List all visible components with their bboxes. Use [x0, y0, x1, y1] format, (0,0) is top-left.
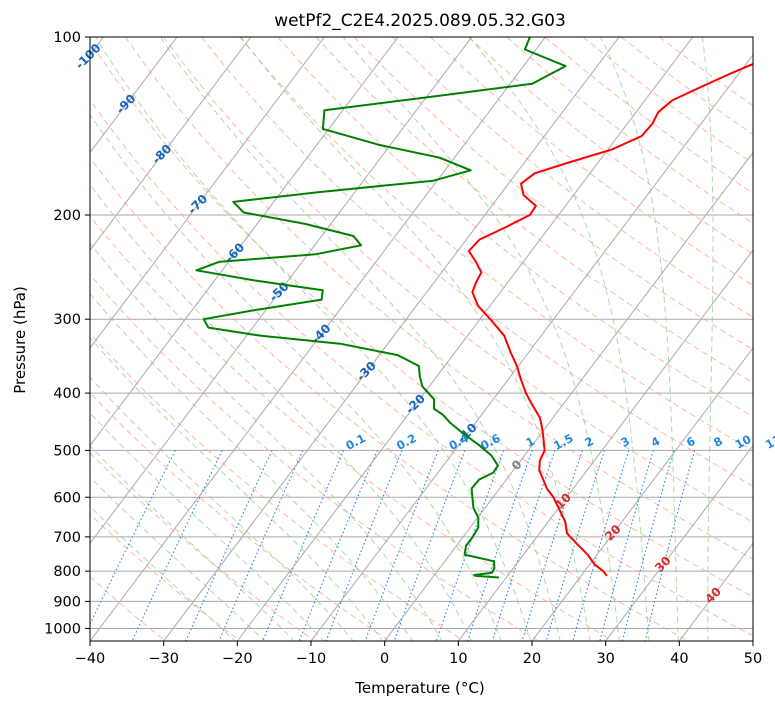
moist-adiabat	[599, 37, 679, 641]
dry-adiabat	[90, 157, 687, 641]
isotherm-line	[531, 347, 753, 641]
mixing-ratio-line	[545, 450, 605, 641]
mixing-ratio-line	[131, 450, 223, 641]
y-tick-label: 700	[53, 530, 81, 546]
background-lines	[90, 37, 753, 641]
x-tick-label: −10	[296, 651, 327, 667]
moist-adiabat	[240, 37, 591, 641]
moist-adiabat	[90, 476, 266, 641]
isotherm-line	[310, 53, 753, 641]
dry-adiabat	[315, 37, 753, 384]
x-axis: −40 −30 −20 −10 0 10 20 30 40 50	[75, 641, 762, 667]
mixing-ratio-line	[325, 450, 403, 641]
y-axis: 100 200 300 400 500 600 700 800 900 1000	[44, 30, 90, 637]
dry-adiabat	[90, 273, 538, 641]
moist-adiabat	[701, 37, 714, 641]
moist-adiabat	[90, 113, 502, 641]
y-tick-label: 400	[53, 386, 81, 402]
moist-adiabat	[95, 37, 532, 641]
x-tick-label: 20	[523, 651, 541, 667]
dry-adiabat	[90, 332, 463, 641]
x-tick-label: 40	[670, 651, 688, 667]
isotherm-line	[90, 37, 473, 545]
moist-adiabat	[90, 292, 414, 641]
y-tick-label: 300	[53, 312, 81, 328]
isotherm-line	[457, 249, 753, 641]
moist-adiabat	[159, 37, 561, 641]
chart-title: wetPf2_C2E4.2025.089.05.32.G03	[274, 11, 566, 31]
x-tick-label: −40	[75, 651, 106, 667]
x-axis-label: Temperature (°C)	[354, 679, 484, 697]
y-tick-label: 200	[53, 208, 81, 224]
isotherm-line	[163, 37, 620, 641]
dry-adiabat	[90, 513, 239, 641]
y-tick-label: 1000	[44, 621, 81, 637]
dry-adiabat	[90, 452, 314, 641]
isotherm-line	[605, 444, 753, 641]
moist-adiabat	[90, 376, 354, 641]
dry-adiabat	[90, 98, 753, 637]
mixing-ratio-line	[572, 450, 630, 641]
moist-adiabat	[90, 445, 295, 641]
isotherm-line	[384, 151, 753, 641]
dewpoint-profile	[195, 37, 567, 579]
dry-adiabat	[201, 37, 753, 487]
y-tick-label: 100	[53, 30, 81, 46]
dry-adiabat	[90, 392, 388, 641]
moist-adiabat	[90, 505, 236, 641]
x-tick-label: −20	[222, 651, 253, 667]
moist-adiabat	[90, 412, 325, 641]
isotherm-line	[90, 37, 546, 641]
dry-adiabat	[163, 37, 753, 523]
x-tick-label: 30	[596, 651, 614, 667]
mixing-ratio-label: 10	[733, 432, 754, 452]
mixing-ratio-line	[298, 450, 378, 641]
isotherm-line	[90, 37, 325, 349]
mixing-ratio-label: 13	[763, 432, 775, 452]
temperature-profile	[467, 62, 753, 577]
x-tick-label: 50	[744, 651, 762, 667]
x-tick-label: 10	[449, 651, 467, 667]
dry-adiabat	[239, 37, 753, 452]
mixing-ratio-line	[90, 450, 176, 626]
x-tick-label: 0	[380, 651, 389, 667]
plot-frame	[89, 36, 754, 642]
dry-adiabat	[277, 37, 753, 418]
mixing-ratio-line	[435, 450, 505, 641]
y-axis-label: Pressure (hPa)	[11, 286, 29, 394]
isotherm-line	[90, 37, 178, 154]
isotherm-line	[236, 37, 694, 641]
y-tick-label: 900	[53, 594, 81, 610]
dry-adiabat	[90, 40, 753, 598]
moist-adiabat	[468, 37, 650, 641]
isotherm-line	[90, 37, 252, 252]
mixing-ratio-line	[364, 450, 439, 641]
moist-adiabat	[90, 337, 384, 641]
isotherm-line	[90, 37, 399, 447]
mixing-ratio-line	[393, 450, 466, 641]
y-tick-label: 500	[53, 443, 81, 459]
moist-adiabat	[342, 37, 620, 641]
y-tick-label: 800	[53, 564, 81, 580]
profile-layer	[195, 37, 753, 579]
x-tick-label: −30	[148, 651, 179, 667]
mixing-ratio-line	[599, 450, 654, 641]
mixing-ratio-line	[491, 450, 556, 641]
y-tick-label: 600	[53, 490, 81, 506]
mixing-ratio-line	[466, 450, 533, 641]
mixing-ratio-line	[621, 450, 675, 641]
plot-area: 0.10.20.40.611.52346810131620253036-100-…	[73, 36, 775, 642]
dry-adiabat	[90, 575, 165, 641]
